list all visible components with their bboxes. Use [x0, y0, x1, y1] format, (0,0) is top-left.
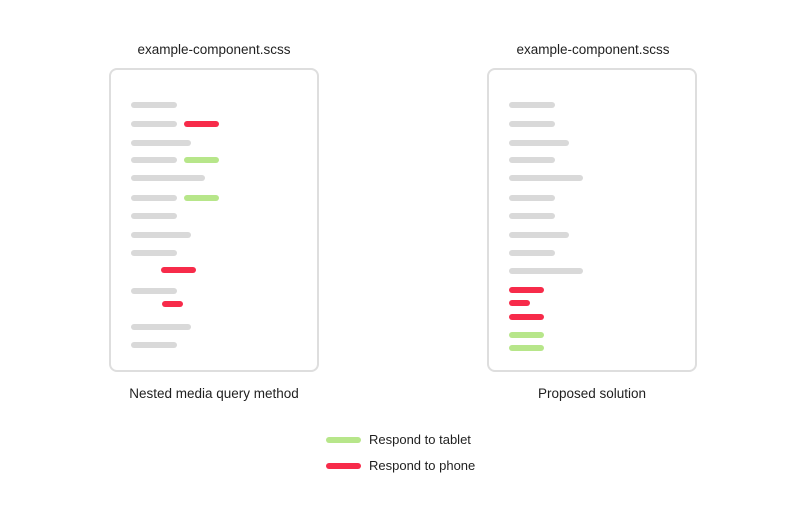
left-code-line-gray [131, 213, 177, 219]
right-code-line-gray [509, 213, 555, 219]
left-code-line-gray [131, 102, 177, 108]
right-code-line-red [509, 287, 544, 293]
right-code-line-green [509, 332, 544, 338]
left-code-line-gray [131, 121, 177, 127]
left-code-panel [109, 68, 319, 372]
left-code-line-green [184, 195, 219, 201]
legend-swatch-phone [326, 463, 361, 469]
left-code-line-red [162, 301, 183, 307]
right-code-line-gray [509, 175, 583, 181]
right-code-panel [487, 68, 697, 372]
left-code-line-gray [131, 140, 191, 146]
left-panel-caption: Nested media query method [129, 386, 299, 401]
legend-label-tablet: Respond to tablet [369, 432, 471, 447]
left-code-line-gray [131, 288, 177, 294]
right-code-line-gray [509, 102, 555, 108]
right-panel-title: example-component.scss [516, 42, 670, 57]
left-code-line-gray [131, 195, 177, 201]
right-code-line-green [509, 345, 544, 351]
right-code-line-gray [509, 268, 583, 274]
right-code-line-gray [509, 140, 569, 146]
left-panel-title: example-component.scss [137, 42, 291, 57]
right-code-line-gray [509, 195, 555, 201]
left-code-line-green [184, 157, 219, 163]
right-code-line-gray [509, 250, 555, 256]
right-code-line-gray [509, 121, 555, 127]
legend-label-phone: Respond to phone [369, 458, 476, 473]
left-code-line-gray [131, 232, 191, 238]
left-code-line-gray [131, 324, 191, 330]
right-code-line-red [509, 314, 544, 320]
legend-swatch-tablet [326, 437, 361, 443]
left-code-line-red [161, 267, 196, 273]
left-code-line-gray [131, 342, 177, 348]
left-code-line-gray [131, 157, 177, 163]
right-panel-caption: Proposed solution [537, 386, 647, 401]
right-code-line-gray [509, 157, 555, 163]
left-code-line-red [184, 121, 219, 127]
right-code-line-gray [509, 232, 569, 238]
left-code-line-gray [131, 250, 177, 256]
left-code-line-gray [131, 175, 205, 181]
right-code-line-red [509, 300, 530, 306]
